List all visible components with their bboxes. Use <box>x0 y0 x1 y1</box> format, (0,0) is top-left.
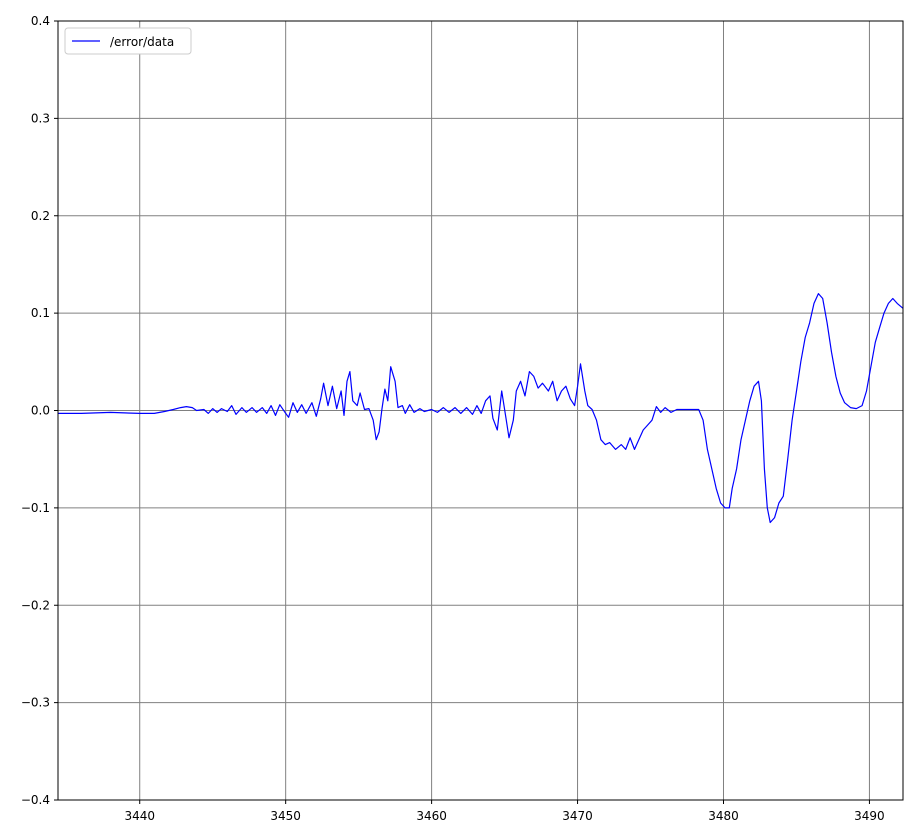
y-tick-label: −0.1 <box>21 501 50 515</box>
legend-label: /error/data <box>110 35 174 49</box>
y-tick-label: −0.4 <box>21 793 50 807</box>
x-axis: 3440 3450 3460 3470 3480 3490 <box>124 800 885 823</box>
legend: /error/data <box>64 27 192 55</box>
series-line <box>58 293 904 524</box>
x-tick-label: 3490 <box>854 809 885 823</box>
y-tick-label: 0.0 <box>31 404 50 418</box>
y-tick-label: 0.3 <box>31 111 50 125</box>
y-tick-label: −0.3 <box>21 696 50 710</box>
y-tick-label: 0.1 <box>31 306 50 320</box>
x-tick-label: 3480 <box>708 809 739 823</box>
y-tick-label: −0.2 <box>21 598 50 612</box>
x-tick-label: 3450 <box>270 809 301 823</box>
y-tick-label: 0.4 <box>31 14 50 28</box>
y-axis: −0.4 −0.3 −0.2 −0.1 0.0 0.1 0.2 0.3 0.4 <box>21 14 58 807</box>
x-tick-label: 3440 <box>124 809 155 823</box>
series-lines <box>58 293 904 524</box>
legend-box <box>64 27 192 55</box>
y-tick-label: 0.2 <box>31 209 50 223</box>
x-tick-label: 3470 <box>562 809 593 823</box>
x-tick-label: 3460 <box>416 809 447 823</box>
